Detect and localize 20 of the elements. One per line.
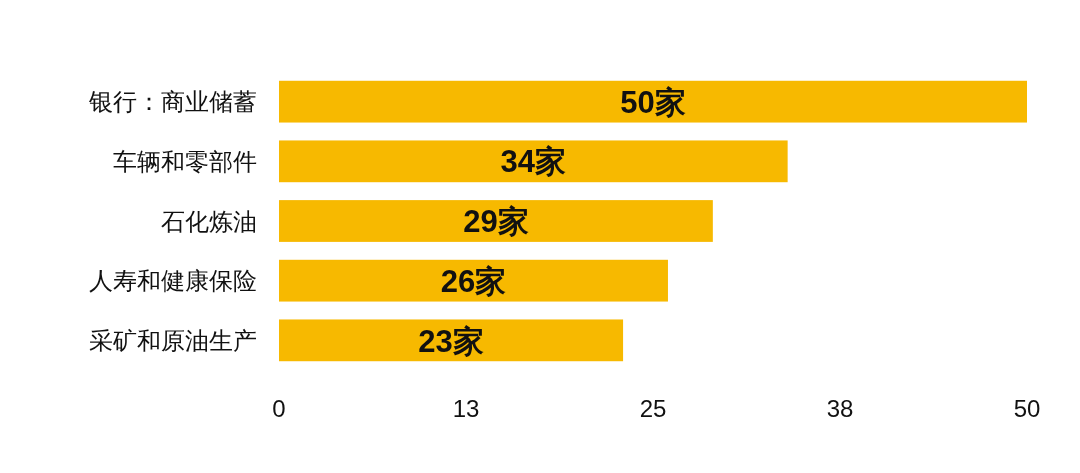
bar [279,259,668,302]
y-tick-label: 车辆和零部件 [113,147,257,175]
y-tick-label: 人寿和健康保险 [89,267,257,295]
x-tick-label: 50 [1013,394,1041,422]
y-tick-label: 石化炼油 [161,207,257,235]
data-label: 29家 [463,204,529,240]
data-label: 34家 [500,144,567,180]
bar [279,80,1027,123]
x-tick-label: 0 [272,394,286,422]
y-tick-label: 采矿和原油生产 [89,326,257,354]
bar [279,140,788,183]
y-tick-label: 银行：商业储蓄 [88,88,257,116]
x-tick-label: 13 [452,394,480,422]
data-label: 23家 [418,323,484,359]
x-tick-label: 25 [639,394,667,422]
data-label: 26家 [440,263,507,299]
data-label: 50家 [620,84,686,120]
bar [279,319,624,362]
x-tick-label: 38 [826,394,854,422]
bar [279,200,713,242]
